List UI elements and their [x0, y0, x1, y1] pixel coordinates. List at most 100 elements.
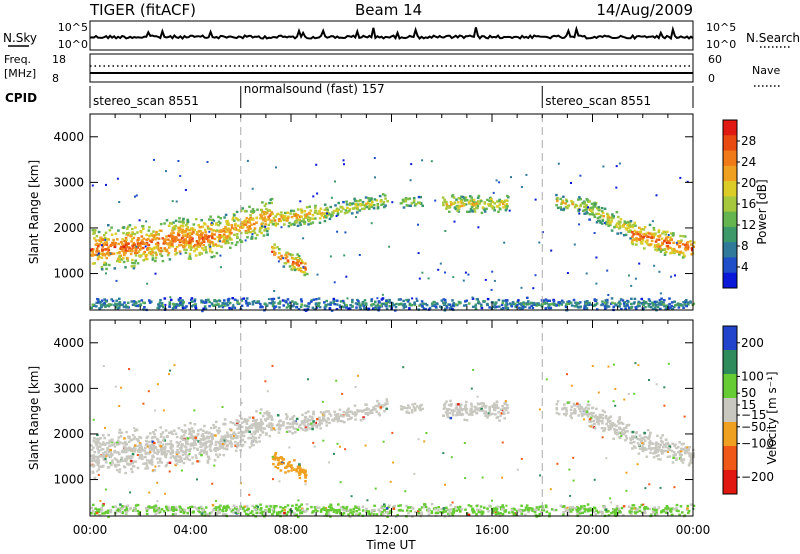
range-gate-cell: [295, 216, 299, 220]
range-gate-cell: [257, 425, 261, 429]
range-gate-cell: [106, 447, 109, 450]
range-gate-cell: [470, 413, 474, 416]
range-gate-cell: [285, 306, 289, 309]
range-gate-cell: [224, 302, 228, 305]
range-gate-cell: [254, 422, 258, 425]
range-gate-cell: [195, 438, 198, 441]
range-gate-cell: [279, 257, 282, 261]
range-gate-cell: [219, 217, 222, 220]
range-gate-cell: [691, 455, 694, 459]
range-gate-cell: [320, 422, 323, 425]
range-gate-cell: [372, 513, 376, 516]
range-gate-cell: [311, 221, 315, 224]
range-gate-cell: [623, 304, 626, 307]
range-gate-cell: [250, 444, 254, 447]
range-gate-cell: [497, 298, 501, 302]
range-gate-cell: [339, 300, 343, 303]
range-gate-cell: [456, 205, 459, 209]
range-gate-cell: [141, 246, 145, 250]
range-gate-cell: [647, 436, 651, 439]
range-gate-cell: [447, 403, 451, 407]
range-gate-cell: [214, 243, 218, 246]
range-gate-cell: [285, 219, 289, 222]
range-gate-cell: [480, 306, 484, 310]
range-gate-cell: [323, 301, 326, 304]
range-gate-cell: [296, 259, 299, 262]
range-gate-cell: [601, 409, 605, 412]
y-tick-label: 3000: [53, 175, 84, 189]
range-gate-cell: [641, 444, 644, 447]
range-gate-cell: [291, 263, 295, 266]
range-gate-cell: [202, 510, 205, 513]
range-gate-cell: [272, 216, 276, 220]
range-gate-cell: [124, 449, 127, 452]
range-gate-cell: [104, 248, 108, 251]
range-gate-cell: [329, 504, 333, 507]
range-gate-cell: [202, 240, 206, 243]
range-gate-cell: [253, 437, 256, 440]
range-gate-cell: [102, 464, 105, 468]
range-gate-cell: [667, 240, 670, 243]
range-gate-cell: [320, 214, 324, 217]
range-gate-cell: [465, 203, 468, 206]
range-gate-cell: [226, 443, 229, 447]
range-gate-cell: [633, 435, 637, 438]
range-gate-cell: [153, 246, 157, 249]
range-gate-cell: [406, 404, 410, 407]
range-gate-cell: [255, 418, 258, 422]
range-gate-cell: [209, 426, 213, 430]
range-gate-cell: [385, 407, 388, 410]
range-gate-cell: [579, 410, 582, 413]
range-gate-cell: [559, 197, 562, 201]
range-gate-cell: [597, 418, 601, 422]
range-gate-cell: [107, 441, 111, 445]
range-gate-cell: [380, 506, 383, 510]
range-gate-cell: [405, 298, 408, 302]
range-gate-cell: [203, 447, 207, 450]
range-gate-cell: [115, 279, 118, 282]
range-gate-cell: [577, 302, 580, 305]
range-gate-cell: [189, 447, 192, 451]
range-gate-cell: [419, 408, 422, 412]
range-gate-cell: [154, 233, 158, 236]
range-gate-cell: [375, 199, 379, 202]
range-gate-cell: [95, 305, 98, 308]
range-gate-cell: [341, 415, 345, 418]
range-gate-cell: [678, 450, 681, 453]
range-gate-cell: [153, 469, 157, 472]
range-gate-cell: [283, 218, 286, 222]
range-gate-cell: [323, 203, 327, 206]
range-gate-cell: [622, 428, 625, 431]
range-gate-cell: [659, 307, 662, 311]
colorbar-tick-label: 12: [741, 218, 756, 232]
range-gate-cell: [688, 462, 692, 465]
range-gate-cell: [109, 244, 112, 248]
range-gate-cell: [171, 229, 174, 232]
range-gate-cell: [362, 417, 365, 421]
range-gate-cell: [666, 230, 669, 234]
range-gate-cell: [567, 510, 571, 514]
range-gate-cell: [517, 302, 521, 305]
range-gate-cell: [474, 406, 478, 410]
range-gate-cell: [430, 302, 434, 305]
range-gate-cell: [141, 457, 144, 461]
range-gate-cell: [276, 511, 279, 514]
range-gate-cell: [191, 246, 194, 249]
range-gate-cell: [201, 247, 204, 250]
range-gate-cell: [662, 303, 666, 306]
range-gate-cell: [464, 407, 467, 410]
range-gate-cell: [259, 213, 262, 216]
range-gate-cell: [122, 260, 126, 264]
range-gate-cell: [658, 298, 662, 302]
range-gate-cell: [217, 220, 221, 223]
range-gate-cell: [100, 266, 104, 269]
range-gate-cell: [129, 449, 133, 452]
range-gate-cell: [150, 460, 154, 464]
range-gate-cell: [313, 211, 317, 214]
range-gate-cell: [280, 509, 284, 512]
range-gate-cell: [436, 302, 439, 306]
range-gate-cell: [163, 239, 167, 243]
range-gate-cell: [136, 239, 139, 242]
range-gate-cell: [580, 412, 584, 416]
range-gate-cell: [178, 299, 181, 303]
